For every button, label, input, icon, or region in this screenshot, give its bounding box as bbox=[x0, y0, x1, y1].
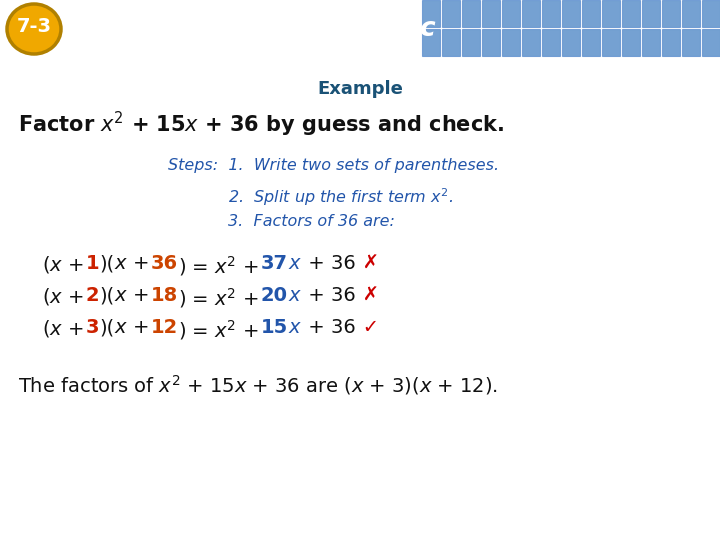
Text: 37: 37 bbox=[261, 254, 288, 273]
Text: Holt McDougal Algebra 1: Holt McDougal Algebra 1 bbox=[8, 521, 155, 534]
FancyBboxPatch shape bbox=[662, 0, 680, 27]
FancyBboxPatch shape bbox=[662, 29, 680, 56]
Text: ✗: ✗ bbox=[356, 254, 379, 273]
FancyBboxPatch shape bbox=[682, 29, 700, 56]
Text: ) = $x^2$ +: ) = $x^2$ + bbox=[178, 318, 261, 342]
Text: 36: 36 bbox=[151, 254, 178, 273]
Text: )(: )( bbox=[99, 286, 114, 305]
FancyBboxPatch shape bbox=[542, 29, 560, 56]
Text: Steps:  1.  Write two sets of parentheses.: Steps: 1. Write two sets of parentheses. bbox=[168, 158, 499, 173]
Text: 1: 1 bbox=[86, 254, 99, 273]
FancyBboxPatch shape bbox=[602, 29, 620, 56]
Text: $x$ +: $x$ + bbox=[114, 286, 151, 305]
FancyBboxPatch shape bbox=[642, 0, 660, 27]
Text: ($x$ +: ($x$ + bbox=[42, 318, 86, 339]
FancyBboxPatch shape bbox=[542, 0, 560, 27]
Text: $x$ +: $x$ + bbox=[114, 254, 151, 273]
FancyBboxPatch shape bbox=[502, 29, 520, 56]
Text: 12: 12 bbox=[151, 318, 178, 337]
Text: $x$: $x$ bbox=[288, 254, 302, 273]
FancyBboxPatch shape bbox=[502, 0, 520, 27]
Text: 3: 3 bbox=[86, 318, 99, 337]
FancyBboxPatch shape bbox=[642, 29, 660, 56]
Text: $x$: $x$ bbox=[288, 286, 302, 305]
FancyBboxPatch shape bbox=[682, 0, 700, 27]
Text: + 36: + 36 bbox=[302, 286, 356, 305]
Text: ($x$ +: ($x$ + bbox=[42, 254, 86, 275]
Text: The factors of $x^2$ + 15$x$ + 36 are ($x$ + 3)($x$ + 12).: The factors of $x^2$ + 15$x$ + 36 are ($… bbox=[18, 373, 498, 397]
FancyBboxPatch shape bbox=[442, 0, 460, 27]
Text: 2.  Split up the first term $x^2$.: 2. Split up the first term $x^2$. bbox=[228, 186, 453, 208]
FancyBboxPatch shape bbox=[582, 0, 600, 27]
Text: 7-3: 7-3 bbox=[17, 17, 52, 37]
Text: 18: 18 bbox=[151, 286, 179, 305]
FancyBboxPatch shape bbox=[622, 29, 640, 56]
Text: )(: )( bbox=[99, 254, 114, 273]
FancyBboxPatch shape bbox=[622, 0, 640, 27]
Text: ) = $x^2$ +: ) = $x^2$ + bbox=[179, 286, 261, 310]
Text: )(: )( bbox=[99, 318, 114, 337]
FancyBboxPatch shape bbox=[422, 29, 440, 56]
Text: 3.  Factors of 36 are:: 3. Factors of 36 are: bbox=[228, 214, 395, 229]
Text: Example: Example bbox=[317, 80, 403, 98]
Text: Copyright © by Holt Mc Dougal. All Rights Reserved.: Copyright © by Holt Mc Dougal. All Right… bbox=[438, 522, 712, 532]
Text: 2: 2 bbox=[86, 286, 99, 305]
Text: Factor $x^2$ + 15$x$ + 36 by guess and check.: Factor $x^2$ + 15$x$ + 36 by guess and c… bbox=[18, 110, 504, 139]
FancyBboxPatch shape bbox=[462, 0, 480, 27]
FancyBboxPatch shape bbox=[702, 29, 720, 56]
FancyBboxPatch shape bbox=[462, 29, 480, 56]
FancyBboxPatch shape bbox=[522, 29, 540, 56]
FancyBboxPatch shape bbox=[482, 0, 500, 27]
Text: + 36: + 36 bbox=[302, 254, 356, 273]
FancyBboxPatch shape bbox=[522, 0, 540, 27]
FancyBboxPatch shape bbox=[562, 29, 580, 56]
Text: ✗: ✗ bbox=[356, 286, 379, 305]
Ellipse shape bbox=[7, 4, 61, 54]
Text: ($x$ +: ($x$ + bbox=[42, 286, 86, 307]
Text: Factoring  $\bfit{x}^2$  +  $\bfit{bx}$  +  $\bfit{c}$: Factoring $\bfit{x}^2$ + $\bfit{bx}$ + $… bbox=[75, 11, 437, 45]
FancyBboxPatch shape bbox=[442, 29, 460, 56]
Text: 20: 20 bbox=[261, 286, 288, 305]
Text: $x$: $x$ bbox=[288, 318, 302, 337]
Text: ✓: ✓ bbox=[356, 318, 379, 337]
Text: ) = $x^2$ +: ) = $x^2$ + bbox=[178, 254, 261, 278]
FancyBboxPatch shape bbox=[482, 29, 500, 56]
Text: + 36: + 36 bbox=[302, 318, 356, 337]
Text: $x$ +: $x$ + bbox=[114, 318, 151, 337]
FancyBboxPatch shape bbox=[422, 0, 440, 27]
Text: 15: 15 bbox=[261, 318, 288, 337]
FancyBboxPatch shape bbox=[602, 0, 620, 27]
FancyBboxPatch shape bbox=[562, 0, 580, 27]
FancyBboxPatch shape bbox=[582, 29, 600, 56]
FancyBboxPatch shape bbox=[702, 0, 720, 27]
